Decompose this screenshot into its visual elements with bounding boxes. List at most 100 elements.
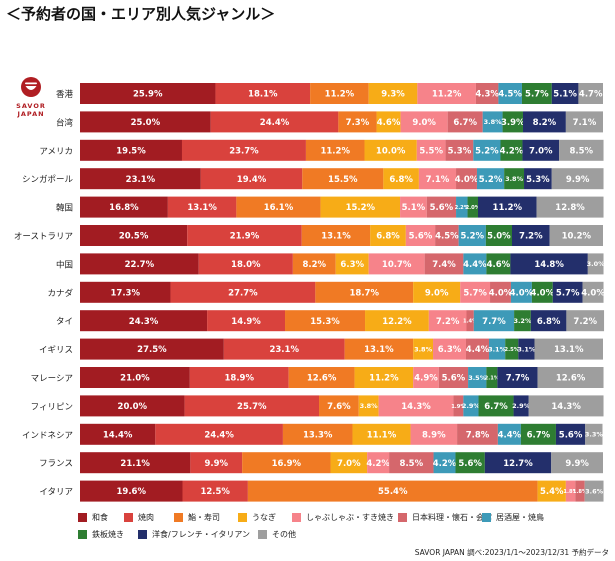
legend-swatch	[258, 530, 267, 539]
data-label: 4.3%	[475, 90, 499, 100]
bar-segment	[383, 168, 419, 190]
bar-segment	[242, 452, 331, 474]
bar-segment	[555, 423, 586, 445]
category-label: 香港	[56, 89, 74, 100]
bar-segment	[365, 310, 429, 332]
data-label: 4.0%	[455, 175, 479, 185]
legend-swatch	[78, 513, 87, 522]
data-label: 3.8%	[360, 402, 379, 410]
data-label: 14.4%	[103, 430, 133, 440]
data-label: 14.8%	[534, 260, 564, 270]
data-label: 6.8%	[376, 232, 400, 242]
bar-segment	[181, 139, 306, 161]
bar-segment	[565, 480, 576, 502]
data-label: 7.7%	[506, 374, 530, 384]
bar-segment	[310, 83, 369, 104]
bar-segment	[288, 367, 355, 388]
data-label: 3.9%	[501, 118, 525, 128]
data-label: 12.5%	[200, 487, 230, 497]
bar-segment	[502, 111, 523, 133]
legend-item: うなぎ	[238, 512, 276, 523]
legend-label: 鉄板焼き	[92, 530, 124, 539]
data-label: 15.3%	[310, 317, 340, 327]
data-label: 9.0%	[412, 118, 436, 128]
bar-segment	[80, 196, 168, 218]
bar-segment	[582, 281, 604, 303]
data-label: 4.4%	[466, 345, 490, 355]
data-label: 3.8%	[414, 345, 433, 353]
bar-segment	[463, 253, 487, 275]
data-label: 5.5%	[419, 146, 443, 156]
data-label: 22.7%	[125, 260, 155, 270]
bar-segment	[521, 83, 552, 104]
bar-segment	[285, 310, 366, 332]
data-label: 5.3%	[448, 146, 472, 156]
data-label: 20.0%	[118, 402, 148, 412]
legend-swatch	[398, 513, 407, 522]
data-label: 4.4%	[463, 260, 487, 270]
data-label: 9.9%	[565, 459, 589, 469]
bar-segment	[433, 338, 466, 360]
bar-segment	[500, 139, 523, 161]
category-label: マレーシア	[31, 374, 73, 384]
bar-segment	[467, 196, 479, 218]
data-label: 15.2%	[346, 203, 376, 213]
data-label: 11.2%	[493, 203, 523, 213]
bar-segment	[438, 367, 469, 388]
bar-segment	[478, 395, 514, 417]
bar-segment	[215, 83, 311, 104]
category-label: 韓国	[56, 203, 73, 214]
bar-segment	[447, 111, 483, 133]
bar-segment	[455, 452, 485, 474]
data-label: 11.2%	[369, 374, 399, 384]
data-label: 4.6%	[487, 260, 511, 270]
bar-segment	[368, 253, 425, 275]
data-label: 8.2%	[303, 260, 327, 270]
bar-segment	[80, 452, 191, 474]
bar-segment	[482, 111, 503, 133]
category-label: インドネシア	[22, 431, 73, 441]
data-label: 15.5%	[328, 175, 358, 185]
data-label: 7.4%	[432, 260, 456, 270]
bar-segment	[466, 310, 474, 332]
data-label: 4.2%	[500, 146, 524, 156]
data-label: 5.7%	[556, 288, 580, 298]
data-label: 21.1%	[120, 459, 150, 469]
data-label: 1.8%	[563, 489, 578, 495]
data-label: 25.9%	[133, 90, 163, 100]
data-label: 2.0%	[466, 205, 481, 211]
bar-segment	[410, 423, 458, 445]
data-label: 5.7%	[525, 90, 549, 100]
data-label: 7.2%	[519, 232, 543, 242]
data-label: 5.3%	[526, 175, 550, 185]
data-label: 11.1%	[367, 430, 397, 440]
data-label: 4.2%	[433, 459, 457, 469]
bar-segment	[80, 310, 208, 332]
savor-japan-logo-icon	[21, 77, 41, 97]
data-label: 18.9%	[225, 374, 255, 384]
data-label: 4.0%	[489, 288, 513, 298]
legend-item: 洋食/フレンチ・イタリアン	[138, 529, 250, 540]
data-label: 5.2%	[479, 175, 503, 185]
data-label: 2.9%	[462, 402, 481, 410]
data-label: 3.5%	[468, 374, 487, 382]
data-label: 25.0%	[131, 118, 161, 128]
legend-label: 洋食/フレンチ・イタリアン	[152, 530, 251, 539]
data-label: 5.0%	[487, 232, 511, 242]
bar-segment	[368, 83, 418, 104]
data-label: 23.7%	[229, 146, 259, 156]
bar-segment	[433, 452, 456, 474]
bar-segment	[319, 395, 359, 417]
bar-segment	[453, 395, 464, 417]
legend-label: 鮨・寿司	[188, 513, 220, 522]
data-label: 8.5%	[570, 146, 594, 156]
legend-swatch	[174, 513, 183, 522]
data-label: 5.6%	[559, 430, 583, 440]
bar-segment	[531, 281, 553, 303]
legend-swatch	[138, 530, 147, 539]
bar-segment	[524, 168, 552, 190]
bar-segment	[584, 480, 604, 502]
data-label: 21.9%	[230, 232, 260, 242]
legend-swatch	[124, 513, 133, 522]
bar-segment	[485, 225, 512, 246]
